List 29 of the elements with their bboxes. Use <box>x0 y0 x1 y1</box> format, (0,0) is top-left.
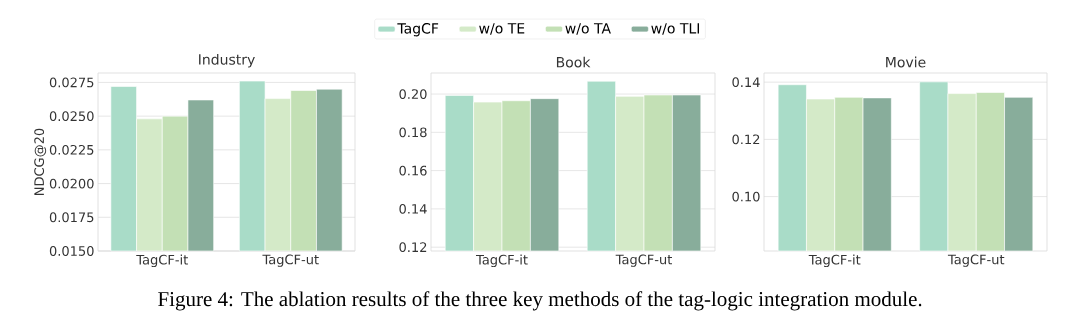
caption: Figure 4: The ablation results of the three key methods of the tag-logic integration module. <box>158 291 922 311</box>
y-tick-label: 0.14 <box>399 203 427 214</box>
legend-label: w/o TLI <box>651 23 699 35</box>
x-tick-label: TagCF-it <box>808 254 861 268</box>
y-axis-title: NDCG@20 <box>34 128 47 195</box>
chart-title: Book <box>556 56 591 68</box>
x-tick-label: TagCF-ut <box>615 254 672 267</box>
y-tick-label: 0.0150 <box>49 246 94 256</box>
y-tick-label: 0.10 <box>732 191 760 202</box>
y-tick-label: 0.12 <box>399 242 427 253</box>
y-tick-label: 0.18 <box>399 127 427 138</box>
y-tick-label: 0.0275 <box>49 77 94 88</box>
legend-label: TagCF <box>397 23 439 37</box>
chart-title: Industry <box>199 53 255 68</box>
x-tick-label: TagCF-ut <box>947 254 1005 267</box>
y-tick-label: 0.0175 <box>49 212 94 223</box>
x-tick-label: TagCF-it <box>475 254 528 268</box>
legend-label: w/o TA <box>565 23 611 35</box>
x-tick-label: TagCF-ut <box>262 254 319 267</box>
y-tick-label: 0.0225 <box>49 144 94 155</box>
y-tick-label: 0.16 <box>399 165 427 176</box>
y-tick-label: 0.14 <box>732 77 760 88</box>
y-tick-label: 0.20 <box>399 89 427 99</box>
y-tick-label: 0.12 <box>732 134 760 145</box>
y-tick-label: 0.0200 <box>49 178 94 189</box>
chart-title: Movie <box>886 56 926 68</box>
y-tick-label: 0.0250 <box>49 111 94 122</box>
x-tick-label: TagCF-it <box>136 254 188 268</box>
legend-label: w/o TE <box>479 23 525 35</box>
